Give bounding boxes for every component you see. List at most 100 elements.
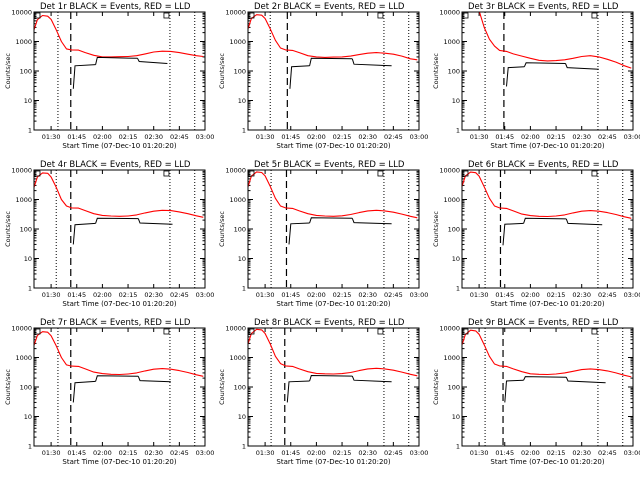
y-tick-label: 100	[234, 384, 246, 392]
events-series-segment	[95, 375, 139, 382]
x-axis-label: Start Time (07-Dec-10 01:20:20)	[490, 300, 604, 308]
panel-det-5: Det 5r BLACK = Events, RED = LLD Counts/s…	[218, 160, 428, 308]
x-tick-label: 03:00	[410, 133, 429, 141]
corner-marker-left	[248, 12, 255, 19]
corner-marker-left	[248, 170, 255, 177]
y-axis-label: Counts/sec	[4, 53, 12, 89]
panel-det-8: Det 8r BLACK = Events, RED = LLD Counts/s…	[218, 318, 428, 466]
events-series-segment	[95, 56, 138, 65]
plot-frame	[247, 11, 420, 131]
panel-title: Det 3r BLACK = Events, RED = LLD	[468, 2, 619, 12]
x-tick-label: 01:30	[256, 133, 275, 141]
panel-title: Det 1r BLACK = Events, RED = LLD	[40, 2, 191, 12]
x-tick-label: 01:30	[470, 133, 489, 141]
y-tick-label: 1000	[15, 38, 32, 46]
x-tick-label: 01:30	[256, 291, 275, 299]
y-ticks	[34, 169, 205, 289]
y-axis-label: Counts/sec	[218, 369, 226, 405]
events-series-segment	[309, 217, 353, 224]
y-tick-label: 1	[242, 127, 246, 135]
corner-marker-right	[591, 12, 598, 19]
panel-data	[248, 12, 418, 130]
lld-series-line	[248, 171, 418, 219]
y-tick-label: 10000	[225, 167, 246, 175]
panel-data	[462, 170, 632, 288]
y-tick-label: 10	[452, 413, 460, 421]
x-tick-label: 01:45	[67, 133, 86, 141]
y-ticks	[462, 11, 633, 131]
y-tick-label: 10000	[439, 9, 460, 17]
x-tick-label: 02:15	[547, 133, 566, 141]
x-tick-label: 02:30	[358, 133, 377, 141]
x-tick-label: 02:15	[119, 133, 138, 141]
y-tick-label: 10	[238, 97, 246, 105]
x-tick-label: 02:15	[119, 449, 138, 457]
panel-data	[34, 328, 204, 446]
x-ticks	[478, 12, 634, 130]
y-tick-label: 10000	[11, 167, 32, 175]
panel-data	[248, 170, 418, 288]
y-tick-label: 1000	[229, 38, 246, 46]
x-tick-label: 02:15	[333, 291, 352, 299]
panel-data	[34, 12, 204, 130]
x-ticks	[264, 12, 420, 130]
events-series-segment	[137, 376, 171, 383]
x-tick-label: 02:45	[384, 133, 403, 141]
lld-series-line	[462, 171, 632, 219]
x-tick-label: 01:45	[281, 291, 300, 299]
y-tick-label: 1	[242, 285, 246, 293]
x-ticks	[478, 328, 634, 446]
x-tick-label: 02:45	[170, 449, 189, 457]
x-tick-label: 02:15	[333, 449, 352, 457]
y-ticks	[462, 327, 633, 447]
events-series-segment	[523, 376, 567, 381]
y-axis-label: Counts/sec	[432, 53, 440, 89]
events-series-segment	[502, 222, 524, 246]
panel-det-2: Det 2r BLACK = Events, RED = LLD Counts/s…	[218, 2, 428, 150]
lld-series-line	[248, 328, 418, 377]
corner-marker-right	[377, 328, 384, 335]
panel-title: Det 7r BLACK = Events, RED = LLD	[40, 318, 191, 328]
x-tick-label: 03:00	[196, 291, 215, 299]
y-ticks	[248, 11, 419, 131]
events-series-segment	[72, 222, 96, 245]
events-series-segment	[289, 65, 310, 89]
panel-title: Det 8r BLACK = Events, RED = LLD	[254, 318, 405, 328]
y-ticks	[248, 327, 419, 447]
y-tick-label: 1000	[443, 354, 460, 362]
x-tick-label: 02:15	[119, 291, 138, 299]
events-series-segment	[309, 57, 353, 66]
y-tick-label: 10000	[439, 325, 460, 333]
events-series-segment	[504, 379, 524, 403]
x-tick-label: 02:30	[572, 133, 591, 141]
x-tick-label: 02:30	[144, 291, 163, 299]
lld-series-line	[34, 172, 204, 218]
x-tick-label: 03:00	[196, 449, 215, 457]
x-tick-label: 02:00	[521, 449, 540, 457]
y-tick-label: 10	[238, 255, 246, 263]
events-series-segment	[523, 62, 566, 67]
y-ticks	[34, 11, 205, 131]
x-tick-label: 02:30	[572, 449, 591, 457]
x-tick-label: 02:45	[384, 449, 403, 457]
plot-frame	[461, 327, 634, 447]
lld-series-line	[34, 14, 204, 58]
corner-marker-left	[248, 328, 255, 335]
x-tick-label: 02:00	[93, 291, 112, 299]
y-tick-label: 1000	[15, 196, 32, 204]
x-tick-label: 02:15	[547, 291, 566, 299]
x-tick-label: 02:45	[598, 291, 617, 299]
plot-frame	[461, 169, 634, 289]
panel-data	[462, 328, 632, 446]
y-axis-label: Counts/sec	[218, 53, 226, 89]
corner-marker-right	[377, 12, 384, 19]
corner-marker-left	[34, 12, 41, 19]
y-tick-label: 1000	[443, 38, 460, 46]
corner-marker-right	[163, 12, 170, 19]
y-tick-label: 100	[20, 226, 32, 234]
y-tick-label: 100	[448, 384, 460, 392]
y-tick-label: 100	[234, 68, 246, 76]
y-tick-label: 1	[456, 285, 460, 293]
x-tick-label: 01:30	[42, 133, 61, 141]
